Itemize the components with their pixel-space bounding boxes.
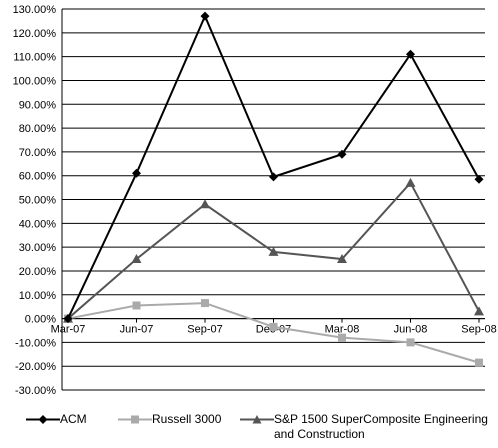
y-tick-label: 40.00% xyxy=(19,218,57,230)
legend-item-acm: ACM xyxy=(26,412,87,427)
y-tick-label: 110.00% xyxy=(13,52,56,64)
series-triangle xyxy=(63,177,484,323)
y-tick-label: 100.00% xyxy=(13,75,57,87)
y-tick-label: 120.00% xyxy=(13,28,57,40)
data-point xyxy=(475,358,483,367)
y-tick-label: 80.00% xyxy=(19,123,57,135)
y-axis: -30.00% -20.00% -10.00% 0.00% 10.00% 20.00% 30… xyxy=(13,4,63,397)
gridlines xyxy=(62,8,485,391)
data-point xyxy=(132,301,141,310)
data-point xyxy=(201,299,209,308)
data-point xyxy=(269,172,278,182)
data-point xyxy=(406,49,415,59)
y-tick-label: 10.00% xyxy=(19,290,57,302)
x-tick-label: Jun-07 xyxy=(120,324,154,336)
x-axis: Mar-07Jun-07Sep-07Dec-07Mar-08Jun-08Sep-… xyxy=(51,318,497,336)
x-tick-label: Sep-07 xyxy=(187,324,222,336)
legend-item-russell-3000: Russell 3000 xyxy=(118,412,221,427)
data-point xyxy=(131,254,142,264)
y-tick-label: 50.00% xyxy=(19,195,57,207)
data-point xyxy=(63,314,73,324)
square-marker-icon xyxy=(118,415,152,424)
y-tick-label: 70.00% xyxy=(19,147,57,159)
legend-item-sp1500: S&P 1500 SuperComposite Engineering and … xyxy=(240,412,498,442)
line-chart: -30.00% -20.00% -10.00% 0.00% 10.00% 20.00% 30… xyxy=(13,4,497,397)
x-tick-label: Jun-08 xyxy=(394,324,428,336)
x-tick-label: Sep-08 xyxy=(461,324,496,336)
legend-label-russell-3000: Russell 3000 xyxy=(152,412,222,426)
y-tick-label: 20.00% xyxy=(19,266,57,278)
x-tick-label: Mar-07 xyxy=(51,324,86,336)
data-point xyxy=(200,11,210,21)
series-layer xyxy=(63,11,484,367)
y-tick-label: 130.00% xyxy=(13,4,57,16)
legend: ACM Russell 3000 S&P 1500 SuperComposite… xyxy=(0,408,498,448)
series-line xyxy=(67,13,480,319)
y-tick-label: 90.00% xyxy=(19,99,57,111)
y-tick-label: -20.00% xyxy=(15,361,56,373)
legend-label-acm: ACM xyxy=(60,412,87,426)
y-tick-label: 0.00% xyxy=(25,314,56,326)
data-point xyxy=(338,333,346,342)
data-point xyxy=(474,174,484,184)
y-tick-label: 60.00% xyxy=(19,171,57,183)
data-point xyxy=(268,246,279,256)
x-tick-label: Mar-08 xyxy=(325,324,360,336)
series-diamond xyxy=(63,11,484,324)
y-tick-label: 30.00% xyxy=(19,242,57,254)
data-point xyxy=(132,168,141,178)
data-point xyxy=(405,177,416,187)
data-point xyxy=(200,199,210,209)
diamond-marker-icon xyxy=(26,415,60,424)
data-point xyxy=(406,338,415,347)
data-point xyxy=(337,149,347,159)
legend-label-sp1500: S&P 1500 SuperComposite Engineering and … xyxy=(274,412,488,441)
y-tick-label: -30.00% xyxy=(15,385,56,397)
y-tick-label: -10.00% xyxy=(15,337,56,349)
data-point xyxy=(269,322,278,331)
data-point xyxy=(337,254,347,264)
data-point xyxy=(474,306,484,316)
triangle-marker-icon xyxy=(240,415,274,424)
